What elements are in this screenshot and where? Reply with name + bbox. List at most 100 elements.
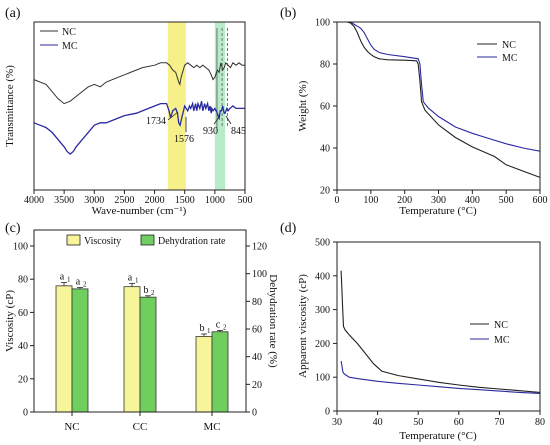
series-line-mc — [33, 101, 245, 155]
y-axis-ticks: 0 100 200 300 400 500 — [315, 238, 337, 418]
x-axis-title: Temperature (°C) — [399, 205, 477, 217]
series-line-nc — [346, 21, 541, 178]
series-lines — [33, 61, 245, 155]
x-axis-ticks: 0 100 200 300 400 500 600 — [335, 190, 548, 206]
y-tick-label: 100 — [315, 18, 330, 29]
x-tick-label: 4000 — [24, 195, 44, 206]
panel-d-viscosity-chart: (d) 30 40 50 60 70 80 0 100 200 300 400 500 Temper… — [280, 221, 545, 442]
y2-tick-label: 60 — [252, 325, 262, 336]
highlight-band-1 — [167, 22, 186, 190]
x-tick-label: 70 — [494, 417, 504, 428]
legend-label-viscosity: Viscosity — [84, 236, 121, 247]
y-tick-label: 40 — [18, 341, 28, 352]
y2-tick-label: 0 — [252, 408, 257, 419]
legend: NC MC — [40, 27, 78, 52]
y2-axis-ticks: 0 20 40 60 80 100 120 — [246, 242, 267, 419]
annotation-arrow-845 — [225, 115, 232, 125]
panel-b-label: (b) — [280, 6, 297, 21]
x-tick-label: 30 — [332, 417, 342, 428]
significance-subscript: 2 — [83, 281, 87, 289]
category-label: NC — [64, 421, 79, 433]
y-tick-label: 0 — [23, 408, 28, 419]
bar-dehydration-rate-mc — [211, 331, 229, 413]
legend: NC MC — [477, 40, 518, 64]
significance-subscript: 1 — [67, 276, 71, 284]
series-line-nc — [33, 61, 245, 105]
annotation-930: 930 — [203, 126, 218, 137]
x-tick-label: 300 — [431, 195, 446, 206]
significance-label: c — [216, 319, 221, 330]
x-tick-label: 500 — [499, 195, 514, 206]
legend-label-nc: NC — [494, 320, 508, 331]
x-tick-label: 0 — [335, 195, 340, 206]
legend: Viscosity Dehydration rate — [66, 234, 226, 247]
y-tick-label: 60 — [18, 308, 28, 319]
y-axis-ticks: 20 40 60 80 100 — [315, 18, 337, 197]
bar-dehydration-rate-cc — [139, 296, 157, 413]
y-axis-title: Transmittance (%) — [4, 65, 16, 147]
legend: NC MC — [470, 320, 510, 346]
panel-a-ftir-chart: (a) 4000 3500 3000 2500 2000 1500 1000 500 Wave… — [4, 6, 253, 217]
x-tick-label: 400 — [465, 195, 480, 206]
plot-frame — [33, 21, 246, 191]
y2-tick-label: 40 — [252, 352, 262, 363]
legend-label-nc: NC — [62, 27, 76, 38]
highlight-band-2 — [214, 22, 226, 190]
y-tick-label: 200 — [315, 339, 330, 350]
significance-subscript: 2 — [151, 289, 155, 297]
x-tick-label: 1000 — [205, 195, 225, 206]
y-tick-label: 300 — [315, 305, 330, 316]
legend-swatch-viscosity — [66, 234, 81, 246]
y-axis-ticks: 0 20 40 60 80 100 — [13, 242, 34, 419]
bars: a 1 a 2a 1b 2b 1c 2 — [55, 272, 229, 413]
bar-viscosity-nc — [55, 285, 73, 413]
x-tick-label: 40 — [373, 417, 383, 428]
y2-tick-label: 80 — [252, 297, 262, 308]
panel-b-tga-chart: (b) 0 100 200 300 400 500 600 20 40 60 80 100 Temp… — [280, 6, 548, 217]
annotations: 1734 1576 930 845 — [146, 111, 246, 145]
x-tick-label: 3000 — [84, 195, 104, 206]
x-axis-ticks: 30 40 50 60 70 80 — [332, 411, 545, 428]
series-lines — [346, 21, 541, 178]
category-label: MC — [203, 421, 220, 433]
y-axis-title: Viscosity (cP) — [4, 290, 16, 352]
bar-viscosity-cc — [123, 286, 141, 413]
legend-swatch-dehydration — [140, 234, 155, 246]
annotation-1734: 1734 — [146, 116, 166, 127]
y2-tick-label: 120 — [252, 242, 267, 253]
y-tick-label: 400 — [315, 271, 330, 282]
y-tick-label: 0 — [325, 407, 330, 418]
y-tick-label: 40 — [320, 144, 330, 155]
y-tick-label: 80 — [18, 275, 28, 286]
bar-viscosity-mc — [195, 336, 213, 413]
y-tick-label: 100 — [13, 242, 28, 253]
y-tick-label: 20 — [18, 374, 28, 385]
x-tick-label: 200 — [397, 195, 412, 206]
legend-label-mc: MC — [494, 335, 510, 346]
series-line-mc — [340, 360, 541, 394]
plot-frame — [336, 241, 541, 412]
annotation-845: 845 — [231, 126, 246, 137]
y-tick-label: 80 — [320, 60, 330, 71]
x-tick-label: 1500 — [175, 195, 195, 206]
x-tick-label: 50 — [413, 417, 423, 428]
legend-label-nc: NC — [502, 40, 516, 51]
significance-subscript: 1 — [135, 276, 139, 284]
y-axis-title: Weight (%) — [297, 80, 309, 131]
x-tick-label: 600 — [533, 195, 548, 206]
y-tick-label: 20 — [320, 186, 330, 197]
significance-label: a — [128, 272, 133, 283]
significance-subscript: 1 — [207, 327, 211, 335]
y2-tick-label: 20 — [252, 380, 262, 391]
bar-dehydration-rate-nc — [71, 288, 89, 413]
panel-c-label: (c) — [5, 221, 21, 236]
x-tick-label: 100 — [363, 195, 378, 206]
panel-d-label: (d) — [280, 221, 297, 236]
significance-subscript: 2 — [223, 323, 227, 331]
series-lines — [340, 270, 541, 394]
x-tick-label: 3500 — [54, 195, 74, 206]
y-tick-label: 500 — [315, 238, 330, 249]
significance-label: a — [60, 272, 65, 283]
